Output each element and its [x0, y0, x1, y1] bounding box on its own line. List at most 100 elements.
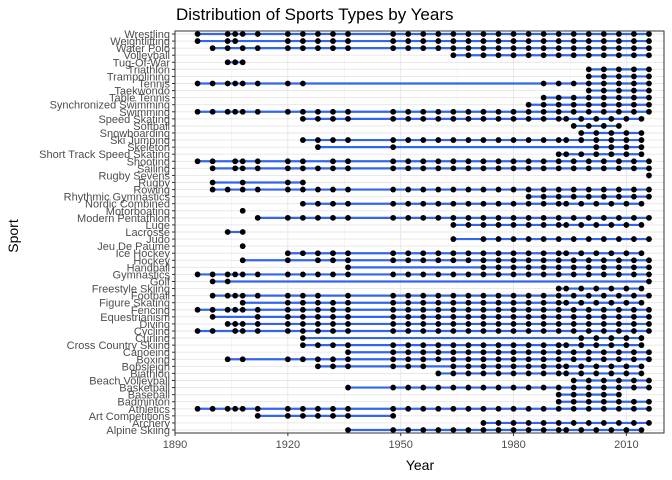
data-point [450, 328, 457, 334]
y-tick-label: Rhythmic Gymnastics [64, 192, 171, 204]
data-point [525, 186, 532, 193]
data-point [555, 363, 562, 370]
data-point [465, 271, 472, 278]
data-point [284, 321, 291, 327]
data-point [390, 257, 397, 264]
data-point [646, 108, 652, 115]
data-point [224, 45, 231, 52]
y-tick-label: Judo [146, 234, 170, 246]
data-point [450, 165, 457, 172]
data-point [540, 420, 547, 426]
data-point [480, 108, 487, 115]
data-point [578, 335, 585, 341]
data-point [480, 271, 487, 278]
data-point [570, 292, 577, 299]
data-point [555, 398, 562, 405]
data-point [600, 384, 607, 391]
data-point [480, 328, 487, 334]
data-point [623, 130, 630, 136]
data-point [299, 31, 306, 37]
data-point [345, 31, 351, 37]
data-point [525, 271, 532, 278]
data-point [405, 321, 412, 327]
data-point [390, 342, 397, 349]
data-point [631, 38, 637, 44]
data-point [510, 306, 517, 313]
data-point [390, 313, 397, 320]
data-point [540, 214, 547, 221]
data-point [638, 427, 645, 433]
data-point [239, 165, 246, 172]
data-point [390, 38, 397, 44]
data-point [435, 137, 442, 143]
data-point [465, 292, 472, 299]
data-point [465, 356, 472, 363]
data-point [540, 405, 547, 412]
data-point [232, 328, 239, 334]
y-tick-label: Jeu De Paume [97, 241, 170, 253]
data-point [615, 356, 622, 363]
data-point [435, 356, 442, 363]
data-point [615, 236, 622, 242]
data-point [345, 108, 351, 115]
data-point [465, 321, 472, 327]
data-point [315, 200, 321, 207]
data-point [480, 115, 487, 122]
data-point [631, 384, 637, 391]
data-point [390, 384, 397, 391]
data-point [224, 278, 231, 285]
data-point [345, 342, 351, 349]
data-point [646, 73, 652, 80]
data-point [209, 158, 216, 165]
data-point [315, 165, 321, 172]
data-point [646, 398, 652, 405]
data-point [525, 52, 532, 59]
data-point [540, 158, 547, 165]
data-point [555, 306, 562, 313]
data-point [646, 278, 652, 285]
data-point [405, 313, 412, 320]
data-point [435, 186, 442, 193]
data-point [608, 222, 615, 228]
data-point [646, 52, 652, 59]
data-point [608, 342, 615, 349]
data-point [405, 214, 412, 221]
data-point [638, 285, 645, 292]
data-point [315, 250, 321, 257]
data-point [631, 313, 637, 320]
data-point [510, 328, 517, 334]
data-point [420, 31, 427, 37]
data-point [585, 257, 592, 264]
data-point [510, 158, 517, 165]
data-point [525, 384, 532, 391]
data-point [299, 80, 306, 87]
data-point [615, 271, 622, 278]
data-point [563, 285, 570, 292]
data-point [563, 427, 570, 433]
data-point [450, 236, 457, 242]
y-tick-label: Handball [127, 262, 170, 274]
data-point [495, 420, 502, 426]
data-point [345, 158, 351, 165]
data-point [555, 52, 562, 59]
data-point [646, 313, 652, 320]
data-point [465, 200, 472, 207]
data-point [345, 214, 351, 221]
data-point [284, 80, 291, 87]
data-point [330, 405, 336, 412]
data-point [390, 186, 397, 193]
data-point [495, 52, 502, 59]
data-point [510, 427, 517, 433]
data-point [420, 328, 427, 334]
data-point [330, 186, 336, 193]
data-point [450, 271, 457, 278]
data-point [585, 328, 592, 334]
data-point [510, 250, 517, 257]
data-point [405, 137, 412, 143]
data-point [330, 342, 336, 349]
data-point [232, 321, 239, 327]
data-point [450, 200, 457, 207]
data-point [405, 31, 412, 37]
x-tick-label: 1950 [388, 439, 412, 451]
data-point [646, 80, 652, 87]
